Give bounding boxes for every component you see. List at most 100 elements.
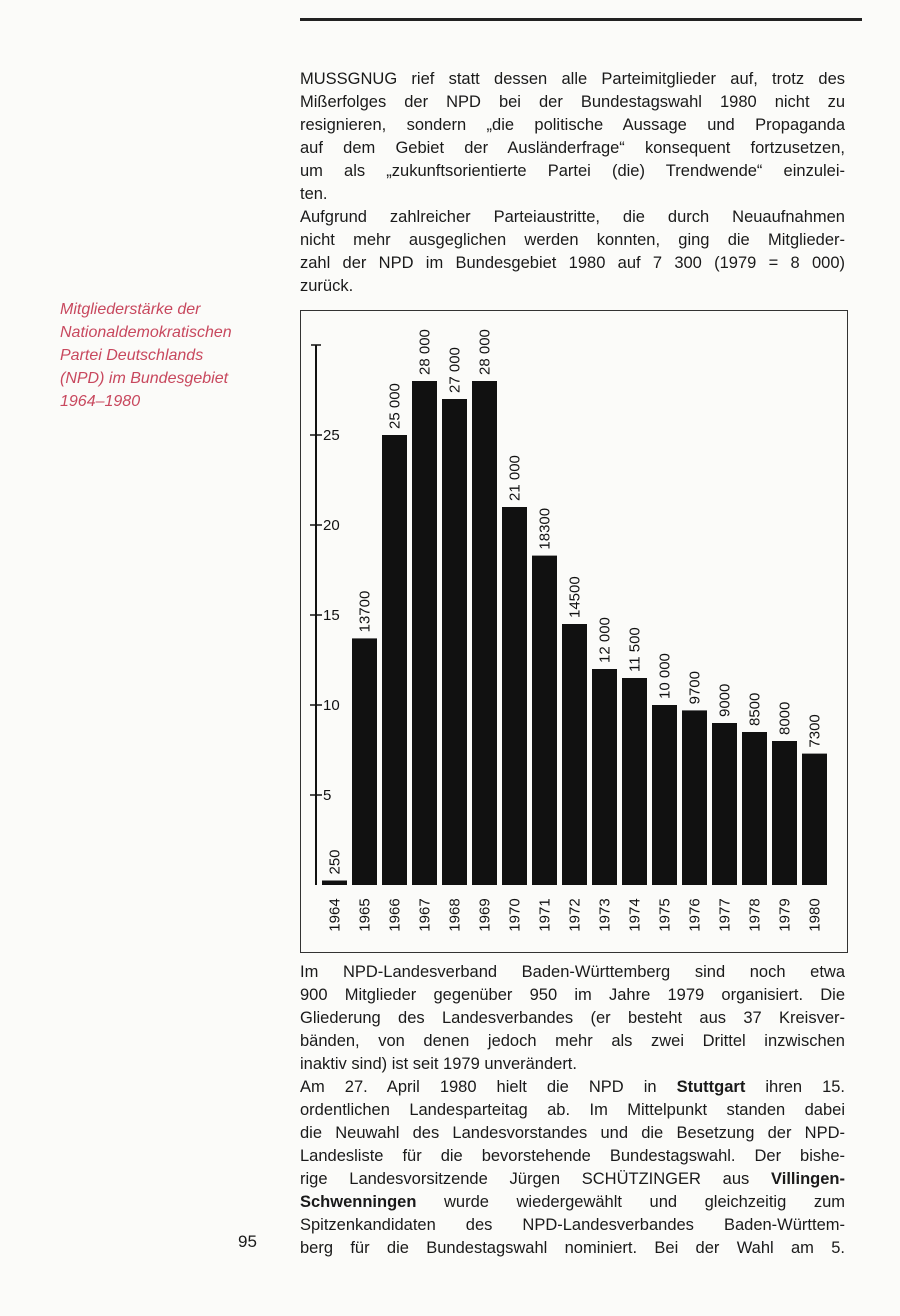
bar bbox=[412, 381, 437, 885]
text-run: berg für die Bundestagswahl nominiert. B… bbox=[300, 1239, 845, 1257]
value-label: 12 000 bbox=[597, 617, 614, 663]
text-line: ten. bbox=[300, 185, 328, 203]
text-line: resignieren, sondern „die politische Aus… bbox=[300, 116, 845, 134]
value-label: 9000 bbox=[717, 684, 734, 717]
text-run: bänden, von denen jedoch mehr als zwei D… bbox=[300, 1032, 845, 1050]
value-label: 8500 bbox=[747, 693, 764, 726]
caption-line: Partei Deutschlands bbox=[60, 347, 204, 364]
text-line: Spitzenkandidaten des NPD-Landesverbande… bbox=[300, 1214, 845, 1237]
text-line: berg für die Bundestagswahl nominiert. B… bbox=[300, 1237, 845, 1260]
text-run: 900 Mitglieder gegenüber 950 im Jahre 19… bbox=[300, 986, 845, 1004]
y-tick-label: 15 bbox=[323, 607, 340, 624]
text-line: nicht mehr ausgeglichen werden konnten, … bbox=[300, 231, 845, 249]
x-tick-label: 1969 bbox=[477, 898, 494, 931]
page-number: 95 bbox=[238, 1232, 257, 1251]
x-tick-label: 1972 bbox=[567, 898, 584, 931]
x-tick-label: 1980 bbox=[807, 898, 824, 931]
text-line: Schwenningen wurde wiedergewählt und gle… bbox=[300, 1191, 845, 1214]
text-line: inaktiv sind) ist seit 1979 unverändert. bbox=[300, 1053, 845, 1076]
value-label: 13700 bbox=[357, 591, 374, 633]
chart: 5 10 15 20 25 250 1964 13700 1965 25 000 1966 28 00… bbox=[300, 310, 848, 953]
text-line: bänden, von denen jedoch mehr als zwei D… bbox=[300, 1030, 845, 1053]
text-run: Spitzenkandidaten des NPD-Landesverbande… bbox=[300, 1216, 845, 1234]
sidebar-caption: Mitgliederstärke der Nationaldemokratisch… bbox=[60, 298, 232, 413]
caption-line: 1964–1980 bbox=[60, 393, 141, 410]
text-run: die Neuwahl des Landesvorstandes und die… bbox=[300, 1124, 845, 1142]
caption-line: Nationaldemokratischen bbox=[60, 324, 232, 341]
bar bbox=[772, 741, 797, 885]
x-tick-label: 1970 bbox=[507, 898, 524, 931]
bar bbox=[742, 732, 767, 885]
bar bbox=[682, 710, 707, 885]
text-run: ordentlichen Landesparteitag ab. Im Mitt… bbox=[300, 1101, 845, 1119]
value-label: 21 000 bbox=[507, 455, 524, 501]
bar bbox=[622, 678, 647, 885]
x-tick-label: 1973 bbox=[597, 898, 614, 931]
y-tick-label: 5 bbox=[323, 787, 331, 804]
value-label: 28 000 bbox=[417, 329, 434, 375]
caption-line: (NPD) im Bundesgebiet bbox=[60, 370, 229, 387]
text-run: wurde wiedergewählt und gleichzeitig zum bbox=[416, 1193, 845, 1211]
value-label: 11 500 bbox=[627, 627, 644, 672]
value-label: 27 000 bbox=[447, 347, 464, 393]
bold-text: Stuttgart bbox=[676, 1078, 746, 1096]
text-line: rige Landesvorsitzende Jürgen SCHÜTZINGE… bbox=[300, 1168, 845, 1191]
value-label: 9700 bbox=[687, 671, 704, 704]
text-run: ihren 15. bbox=[745, 1078, 845, 1096]
value-label: 7300 bbox=[807, 714, 824, 747]
x-tick-label: 1976 bbox=[687, 898, 704, 931]
bar bbox=[712, 723, 737, 885]
x-tick-label: 1979 bbox=[777, 898, 794, 931]
bold-text: Villingen- bbox=[771, 1170, 845, 1188]
value-label: 8000 bbox=[777, 702, 794, 735]
x-tick-label: 1964 bbox=[327, 898, 344, 931]
bold-text: Schwenningen bbox=[300, 1193, 417, 1211]
text-line: auf dem Gebiet der Ausländerfrage“ konse… bbox=[300, 139, 845, 157]
bar bbox=[802, 753, 827, 885]
body-text-top: MUSSGNUG rief statt dessen alle Parteimi… bbox=[300, 68, 845, 298]
x-tick-label: 1967 bbox=[417, 898, 434, 931]
bar bbox=[322, 880, 347, 885]
x-tick-label: 1971 bbox=[537, 898, 554, 931]
text-line: Landesliste für die bevorstehende Bundes… bbox=[300, 1145, 845, 1168]
text-line: Gliederung des Landesverbandes (er beste… bbox=[300, 1007, 845, 1030]
bar bbox=[442, 399, 467, 885]
scan-edge bbox=[300, 18, 862, 21]
value-label: 10 000 bbox=[657, 653, 674, 699]
text-line: zurück. bbox=[300, 277, 354, 295]
bar bbox=[352, 638, 377, 885]
text-line: die Neuwahl des Landesvorstandes und die… bbox=[300, 1122, 845, 1145]
text-line: MUSSGNUG rief statt dessen alle Parteimi… bbox=[300, 70, 845, 88]
text-run: rige Landesvorsitzende Jürgen SCHÜTZINGE… bbox=[300, 1170, 772, 1188]
text-run: Am 27. April 1980 hielt die NPD in bbox=[300, 1078, 677, 1096]
text-line: Am 27. April 1980 hielt die NPD in Stutt… bbox=[300, 1076, 845, 1099]
value-label: 28 000 bbox=[477, 329, 494, 375]
text-run: inaktiv sind) ist seit 1979 unverändert. bbox=[300, 1055, 577, 1073]
text-line: Aufgrund zahlreicher Parteiaustritte, di… bbox=[300, 208, 845, 226]
text-line: Mißerfolges der NPD bei der Bundestagswa… bbox=[300, 93, 845, 111]
chart-frame bbox=[300, 310, 848, 953]
text-run: Landesliste für die bevorstehende Bundes… bbox=[300, 1147, 845, 1165]
value-label: 25 000 bbox=[387, 383, 404, 429]
y-tick-label: 25 bbox=[323, 427, 340, 444]
text-line: ordentlichen Landesparteitag ab. Im Mitt… bbox=[300, 1099, 845, 1122]
x-tick-label: 1977 bbox=[717, 898, 734, 931]
bar bbox=[472, 381, 497, 885]
x-tick-label: 1966 bbox=[387, 898, 404, 931]
body-text-bottom: Im NPD-Landesverband Baden-Württemberg s… bbox=[300, 961, 845, 1260]
value-label: 250 bbox=[327, 849, 344, 874]
bar bbox=[502, 507, 527, 885]
caption-line: Mitgliederstärke der bbox=[60, 301, 201, 318]
text-run: Im NPD-Landesverband Baden-Württemberg s… bbox=[300, 963, 845, 981]
x-tick-label: 1974 bbox=[627, 898, 644, 931]
text-line: 900 Mitglieder gegenüber 950 im Jahre 19… bbox=[300, 984, 845, 1007]
text-line: Im NPD-Landesverband Baden-Württemberg s… bbox=[300, 961, 845, 984]
y-tick-label: 20 bbox=[323, 517, 340, 534]
text-run: Gliederung des Landesverbandes (er beste… bbox=[300, 1009, 845, 1027]
y-tick-label: 10 bbox=[323, 697, 340, 714]
value-label: 18300 bbox=[537, 508, 554, 550]
x-tick-label: 1968 bbox=[447, 898, 464, 931]
x-tick-label: 1975 bbox=[657, 898, 674, 931]
bar bbox=[532, 555, 557, 885]
